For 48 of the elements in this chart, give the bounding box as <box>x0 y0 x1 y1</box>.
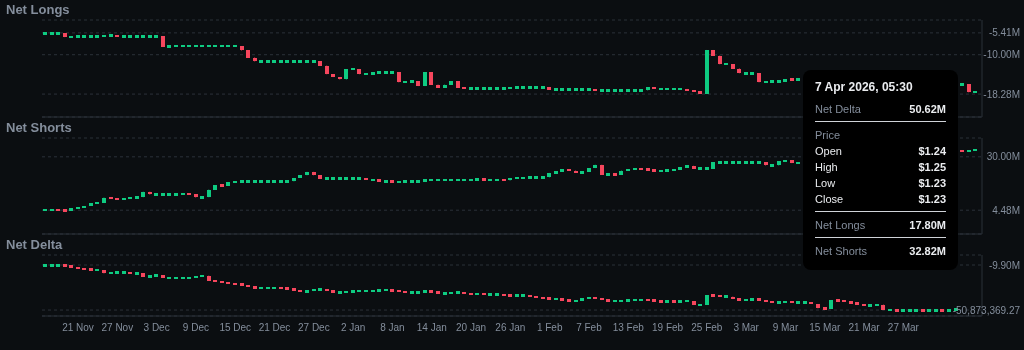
annotation: Net Delta <box>815 102 861 116</box>
x-tick-label: 20 Jan <box>456 322 487 334</box>
y-tick-label: -10.00M <box>983 49 1020 61</box>
x-tick-label: 21 Dec <box>258 322 291 334</box>
annotation: 50.62M <box>909 102 946 116</box>
y-tick-label: -5.41M <box>988 27 1020 39</box>
y-tick-label: 4.48M <box>992 204 1020 216</box>
x-tick-label: 19 Feb <box>652 322 684 334</box>
x-tick-label: 21 Mar <box>848 322 881 334</box>
x-tick-label: 26 Jan <box>495 322 526 334</box>
annotation: $1.25 <box>918 160 946 174</box>
annotation: Net Longs <box>815 218 866 232</box>
x-tick-label: 3 Mar <box>733 322 760 334</box>
y-tick-label: 30.00M <box>986 151 1020 163</box>
annotation: $1.23 <box>918 176 946 190</box>
chart-title: Net Delta <box>6 237 63 252</box>
annotation: Net Shorts <box>815 244 867 258</box>
x-tick-label: 1 Feb <box>536 322 563 334</box>
text: 7 Apr 2026, 05:30 <box>815 80 914 94</box>
x-tick-label: 27 Nov <box>101 322 134 334</box>
annotation: 17.80M <box>909 218 946 232</box>
x-tick-label: 27 Dec <box>298 322 330 334</box>
annotation: Open <box>815 144 842 158</box>
x-tick-label: 27 Mar <box>887 322 920 334</box>
annotation: Close <box>815 192 844 206</box>
annotation: Low <box>815 176 836 190</box>
x-tick-label: 8 Jan <box>380 322 405 334</box>
annotation: $1.24 <box>918 144 946 158</box>
x-tick-label: 7 Feb <box>576 322 603 334</box>
x-tick-label: 21 Nov <box>62 322 94 334</box>
y-tick-label: -18.28M <box>983 88 1020 100</box>
x-tick-label: 25 Feb <box>691 322 723 334</box>
x-tick-label: 2 Jan <box>340 322 366 334</box>
x-tick-label: 3 Dec <box>143 322 170 334</box>
annotation: 32.82M <box>909 244 946 258</box>
chart-title: Net Shorts <box>6 120 72 135</box>
x-tick-label: 15 Dec <box>219 322 252 334</box>
annotation: Price <box>815 128 841 142</box>
annotation: $1.23 <box>918 192 946 206</box>
y-tick-label: -9.90M <box>988 259 1020 271</box>
x-tick-label: 13 Feb <box>612 322 645 334</box>
y-tick-label: -50,873,369.27 <box>952 304 1021 316</box>
annotation: High <box>815 160 838 174</box>
x-tick-label: 9 Mar <box>772 322 799 334</box>
x-tick-label: 14 Jan <box>416 322 447 334</box>
x-tick-label: 15 Mar <box>809 322 842 334</box>
x-tick-label: 9 Dec <box>182 322 209 334</box>
chart-title: Net Longs <box>6 2 70 17</box>
